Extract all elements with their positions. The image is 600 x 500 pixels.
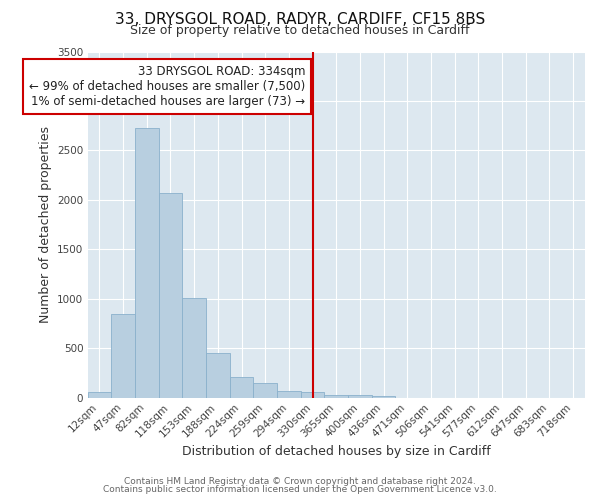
Bar <box>230 376 253 398</box>
Bar <box>301 392 325 398</box>
Text: 33, DRYSGOL ROAD, RADYR, CARDIFF, CF15 8BS: 33, DRYSGOL ROAD, RADYR, CARDIFF, CF15 8… <box>115 12 485 28</box>
Text: Contains HM Land Registry data © Crown copyright and database right 2024.: Contains HM Land Registry data © Crown c… <box>124 477 476 486</box>
Bar <box>372 396 395 398</box>
Bar <box>111 314 135 398</box>
Text: Size of property relative to detached houses in Cardiff: Size of property relative to detached ho… <box>130 24 470 37</box>
Text: Contains public sector information licensed under the Open Government Licence v3: Contains public sector information licen… <box>103 485 497 494</box>
Bar <box>253 383 277 398</box>
Bar <box>135 128 158 398</box>
Bar <box>88 392 111 398</box>
X-axis label: Distribution of detached houses by size in Cardiff: Distribution of detached houses by size … <box>182 444 491 458</box>
Text: 33 DRYSGOL ROAD: 334sqm
← 99% of detached houses are smaller (7,500)
1% of semi-: 33 DRYSGOL ROAD: 334sqm ← 99% of detache… <box>29 66 305 108</box>
Bar <box>158 193 182 398</box>
Bar <box>325 396 348 398</box>
Bar <box>277 391 301 398</box>
Bar <box>182 298 206 398</box>
Y-axis label: Number of detached properties: Number of detached properties <box>38 126 52 323</box>
Bar <box>348 395 372 398</box>
Bar <box>206 353 230 398</box>
